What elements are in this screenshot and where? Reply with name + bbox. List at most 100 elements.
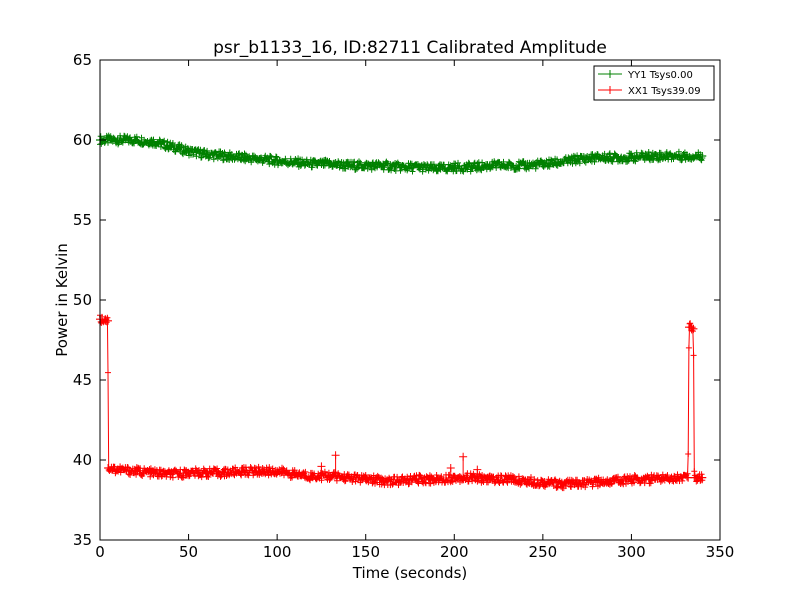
data-point (237, 153, 246, 162)
x-tick-label: 350 (706, 543, 735, 561)
data-point (326, 472, 335, 480)
legend: YY1 Tsys0.00 XX1 Tsys39.09 (593, 65, 715, 101)
data-point (113, 136, 122, 144)
x-tick-label: 0 (95, 543, 105, 561)
x-tick-label: 200 (440, 543, 469, 561)
legend-box (593, 65, 715, 101)
chart-title: psr_b1133_16, ID:82711 Calibrated Amplit… (213, 38, 607, 58)
data-point (273, 467, 282, 476)
data-point (103, 316, 112, 325)
series-xx1 (96, 312, 707, 492)
data-point (131, 136, 140, 144)
data-point (538, 478, 547, 487)
series-layer (96, 132, 707, 492)
data-point (627, 475, 636, 484)
data-point (113, 465, 122, 474)
data-point (414, 475, 423, 484)
data-point (627, 153, 636, 162)
legend-label: YY1 Tsys0.00 (627, 70, 693, 81)
data-point (698, 152, 707, 160)
data-point (645, 152, 654, 160)
data-point (680, 152, 689, 160)
x-tick-label: 250 (529, 543, 558, 561)
y-tick-label: 45 (73, 371, 92, 389)
data-point (690, 473, 699, 482)
data-point (397, 163, 406, 172)
data-point (326, 160, 335, 168)
data-point (662, 152, 671, 160)
data-point (521, 161, 530, 170)
legend-entries: YY1 Tsys0.00 XX1 Tsys39.09 (598, 70, 701, 97)
x-axis-label: Time (seconds) (352, 564, 468, 582)
y-tick-label: 35 (73, 531, 92, 549)
data-point (485, 475, 494, 484)
legend-label: XX1 Tsys39.09 (628, 86, 701, 97)
data-point (361, 161, 370, 170)
legend-marker (606, 70, 614, 78)
data-point (308, 472, 317, 480)
plot-background (100, 60, 720, 540)
data-point (184, 147, 193, 156)
y-tick-label: 40 (73, 451, 92, 469)
data-point (166, 142, 175, 151)
data-point (273, 156, 282, 165)
data-point (166, 470, 175, 479)
data-point (574, 480, 583, 488)
data-point (645, 475, 654, 484)
x-tick-label: 100 (263, 543, 292, 561)
data-point (344, 161, 352, 170)
y-tick-label: 55 (73, 211, 92, 229)
data-point (521, 476, 530, 485)
data-point (450, 163, 459, 172)
data-point (556, 480, 565, 488)
data-point (609, 476, 618, 485)
data-point (290, 158, 299, 167)
y-tick-label: 50 (73, 291, 92, 309)
x-tick-label: 150 (351, 543, 380, 561)
legend-marker (606, 86, 614, 94)
data-point (237, 467, 246, 476)
data-point (361, 475, 370, 484)
ticks-layer: 0 50 100 150 200 250 300 350 35 40 45 50 55 60 65 (73, 51, 734, 561)
data-point (450, 473, 459, 482)
data-point (202, 150, 211, 159)
data-point (414, 163, 423, 172)
data-point (290, 470, 299, 479)
x-tick-label: 50 (179, 543, 198, 561)
data-point (609, 153, 618, 162)
data-point (149, 137, 158, 146)
data-point (202, 468, 211, 477)
data-point (379, 476, 388, 485)
data-point (432, 164, 441, 173)
data-point (432, 475, 441, 484)
data-point (379, 161, 388, 170)
data-point (662, 473, 671, 482)
data-point (503, 161, 512, 170)
data-point (184, 468, 193, 477)
plot-area (96, 59, 721, 541)
data-point (468, 163, 476, 172)
data-point (592, 478, 600, 487)
data-point (687, 323, 696, 332)
data-point (698, 473, 707, 482)
y-axis-label: Power in Kelvin (53, 243, 71, 357)
data-point (255, 155, 264, 164)
x-tick-label: 300 (617, 543, 646, 561)
data-point (574, 155, 583, 164)
series-yy1 (96, 132, 707, 175)
data-point (104, 464, 113, 472)
data-point (220, 468, 228, 477)
data-point (397, 476, 406, 485)
y-tick-label: 60 (73, 131, 92, 149)
data-point (131, 467, 140, 476)
data-point (308, 160, 317, 168)
data-point (592, 153, 600, 162)
data-point (538, 160, 547, 168)
data-point (468, 473, 476, 482)
data-point (689, 324, 698, 333)
data-point (220, 152, 228, 160)
data-point (485, 161, 494, 170)
y-tick-label: 65 (73, 51, 92, 69)
data-point (149, 468, 158, 477)
